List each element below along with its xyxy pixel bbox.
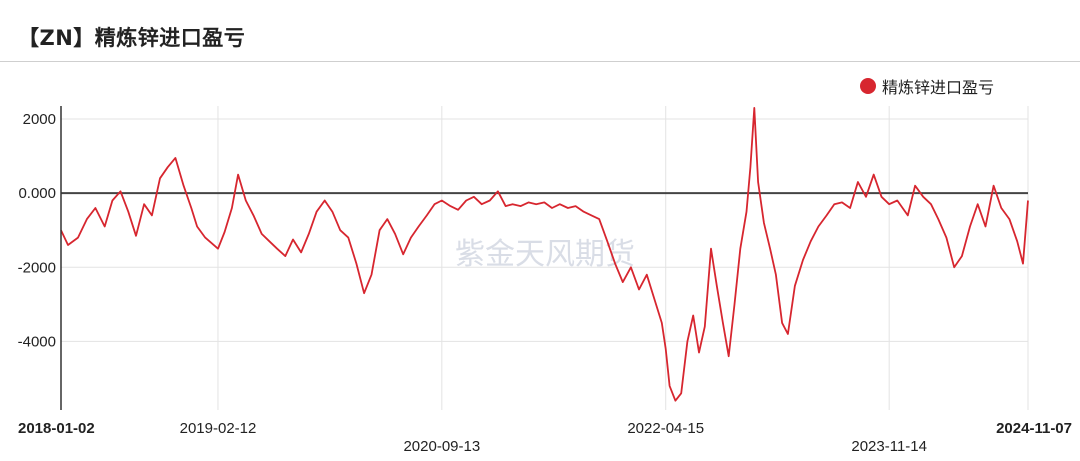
y-tick-label: 2000	[23, 111, 56, 128]
axis-layer: 2000 0.000 -2000 -4000 2018-01-02 2019-02-12 2…	[18, 106, 1072, 455]
series-line	[60, 107, 1029, 402]
x-tick-label: 2024-11-07	[996, 420, 1072, 437]
y-tick-label: -2000	[18, 259, 56, 276]
legend-marker	[859, 78, 876, 94]
legend[interactable]: 精炼锌进口盈亏	[859, 74, 994, 98]
x-tick-label: 2022-04-15	[627, 420, 704, 437]
grid-layer	[61, 106, 1029, 410]
x-tick-label: 2019-02-12	[180, 420, 257, 437]
x-tick-label: 2020-09-13	[403, 438, 480, 455]
watermark: 紫金天风期货	[455, 237, 635, 272]
series-layer	[60, 107, 1029, 402]
page-title: 【ZN】精炼锌进口盈亏	[18, 26, 246, 50]
y-tick-label: -4000	[18, 333, 56, 350]
legend-label: 精炼锌进口盈亏	[881, 78, 994, 97]
x-tick-label: 2018-01-02	[18, 420, 95, 437]
title-bar: 【ZN】精炼锌进口盈亏	[0, 0, 1080, 62]
x-tick-label: 2023-11-14	[851, 438, 927, 455]
y-tick-label: 0.000	[18, 185, 56, 202]
